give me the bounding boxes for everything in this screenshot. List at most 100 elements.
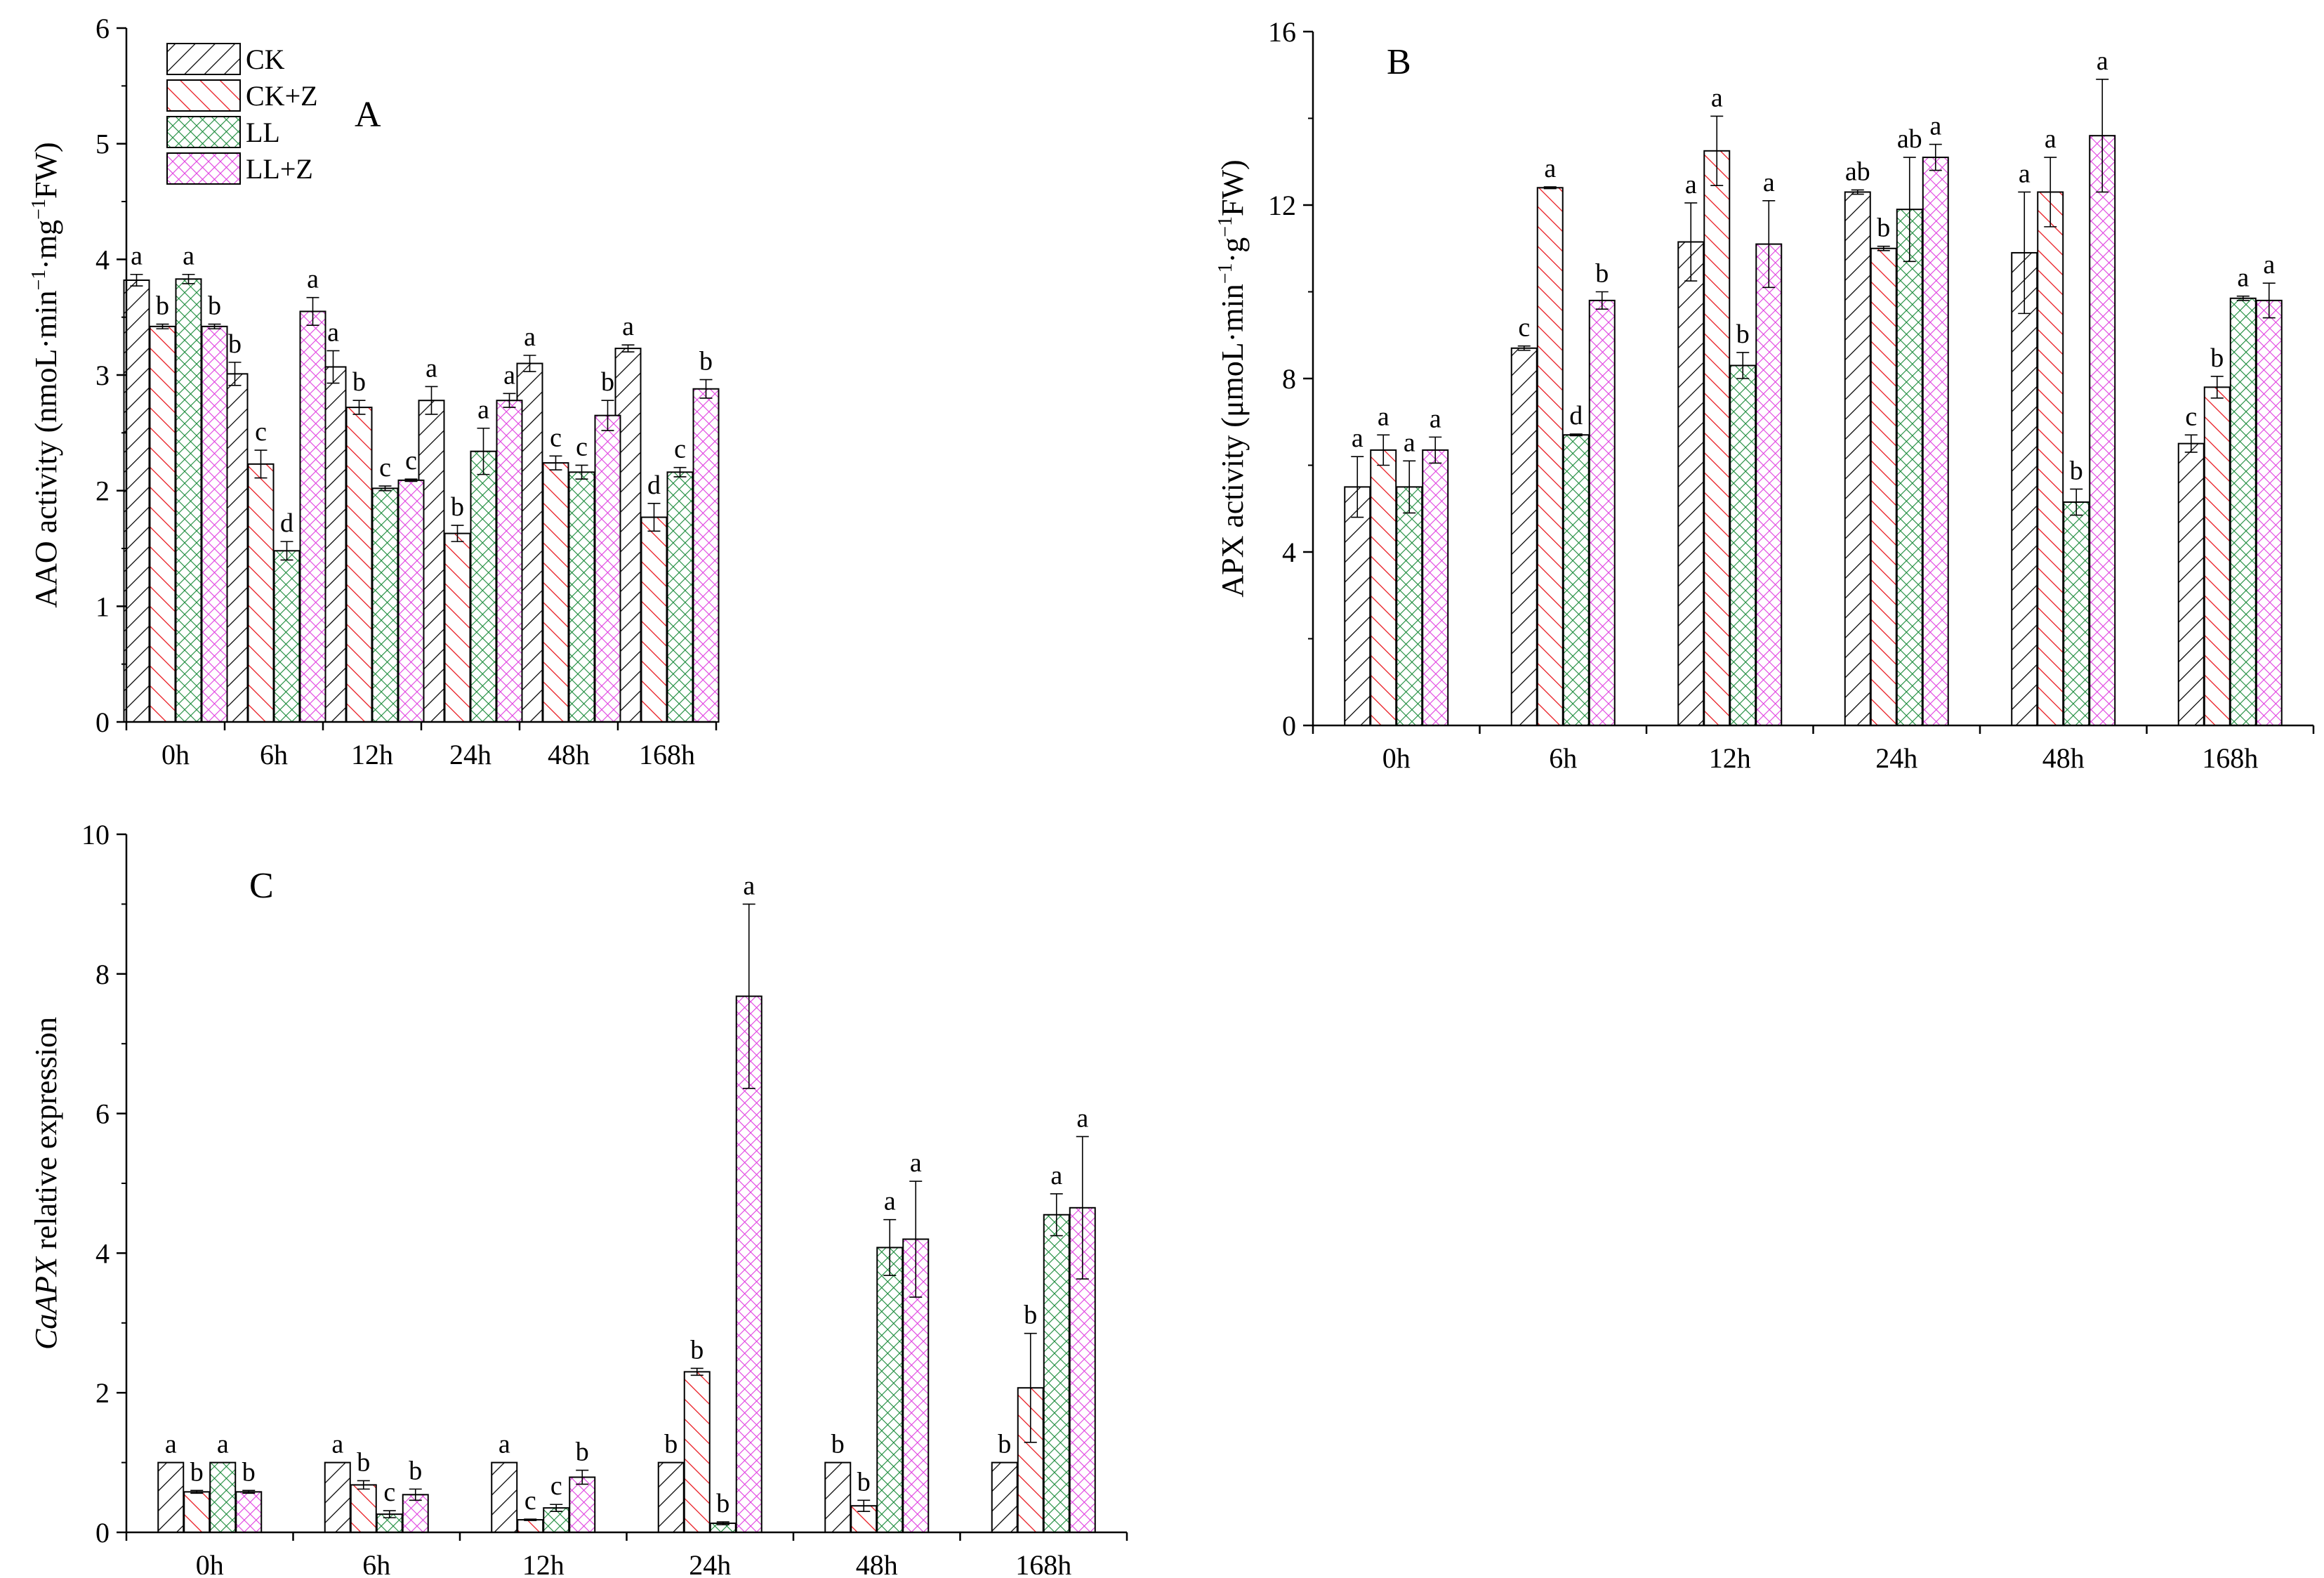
bar-A-LL+Z-12h <box>397 479 425 723</box>
sig-letter-C-LL+Z-0h: b <box>242 1457 256 1487</box>
bar-A-LL-48h <box>568 471 595 723</box>
bar-A-CK+Z-6h <box>247 463 275 723</box>
y-tick-label: 4 <box>95 1237 110 1269</box>
sig-letter-C-LL-6h: c <box>383 1478 395 1507</box>
sig-letter-B-CK+Z-12h: a <box>1711 83 1723 112</box>
x-tick-label-0h: 0h <box>161 739 190 770</box>
bar-B-LL-12h <box>1729 364 1757 726</box>
x-tick-label-24h: 24h <box>689 1549 731 1574</box>
sig-letter-C-CK+Z-168h: b <box>1024 1301 1037 1330</box>
sig-letter-C-LL-168h: a <box>1050 1161 1062 1190</box>
sig-letter-C-CK-12h: a <box>499 1430 510 1459</box>
bar-A-LL+Z-0h <box>201 325 228 723</box>
legend-label-LL+Z: LL+Z <box>246 153 313 185</box>
sig-letter-C-CK+Z-6h: b <box>357 1447 370 1477</box>
bar-B-LL-24h <box>1896 209 1923 726</box>
sig-letter-C-CK+Z-12h: c <box>524 1486 536 1515</box>
y-tick-label: 4 <box>1282 537 1296 568</box>
panel-label-B: B <box>1387 42 1411 82</box>
bar-C-CK-24h <box>657 1461 685 1534</box>
bar-B-CK+Z-6h <box>1536 187 1564 726</box>
sig-letter-B-CK+Z-24h: b <box>1877 213 1890 243</box>
sig-letter-A-LL+Z-0h: b <box>208 291 221 321</box>
sig-letter-A-CK-168h: a <box>622 312 634 341</box>
bar-B-CK-48h <box>2011 251 2038 726</box>
y-tick-label: 1 <box>95 591 110 622</box>
y-tick-label: 5 <box>95 129 110 160</box>
bar-C-CK+Z-6h <box>350 1484 377 1533</box>
sig-letter-A-CK+Z-0h: b <box>156 291 169 321</box>
bar-B-LL+Z-24h <box>1922 157 1949 726</box>
sig-letter-A-CK+Z-48h: c <box>550 423 562 452</box>
bar-C-LL-48h <box>876 1247 904 1533</box>
sig-letter-B-CK+Z-0h: a <box>1378 402 1389 431</box>
bar-B-CK-6h <box>1510 347 1538 726</box>
sig-letter-A-LL-24h: a <box>477 395 489 425</box>
panel-label-C: C <box>249 866 274 906</box>
bar-A-LL-24h <box>470 450 497 723</box>
x-tick-label-12h: 12h <box>1709 742 1751 774</box>
x-tick-label-0h: 0h <box>1382 742 1411 774</box>
bar-B-CK-168h <box>2177 442 2205 726</box>
sig-letter-A-LL+Z-6h: a <box>307 265 319 294</box>
y-tick-label: 0 <box>95 706 110 738</box>
sig-letter-B-CK-24h: ab <box>1845 157 1870 186</box>
sig-letter-B-LL+Z-6h: b <box>1595 259 1609 289</box>
sig-letter-B-LL-168h: a <box>2237 263 2249 293</box>
x-tick-label-6h: 6h <box>260 739 288 770</box>
y-tick-label: 16 <box>1268 16 1296 48</box>
bar-A-CK+Z-0h <box>149 325 176 723</box>
x-tick-label-6h: 6h <box>362 1549 390 1574</box>
x-tick-label-6h: 6h <box>1549 742 1577 774</box>
sig-letter-C-LL-0h: a <box>217 1430 229 1459</box>
x-tick-label-48h: 48h <box>856 1549 898 1574</box>
bar-B-CK+Z-48h <box>2037 191 2064 727</box>
bar-C-CK-12h <box>491 1461 518 1534</box>
y-tick-label: 6 <box>95 1098 110 1130</box>
sig-letter-A-LL-12h: c <box>379 453 391 482</box>
panel-label-A: A <box>355 95 381 135</box>
bar-B-LL+Z-12h <box>1755 243 1783 726</box>
sig-letter-A-CK-12h: a <box>327 317 339 347</box>
sig-letter-B-LL-24h: ab <box>1897 124 1922 154</box>
sig-letter-A-CK+Z-24h: b <box>451 492 464 522</box>
bar-B-LL-48h <box>2063 501 2090 726</box>
bar-C-CK-6h <box>324 1461 351 1534</box>
bar-C-CK+Z-12h <box>517 1519 544 1533</box>
sig-letter-A-LL+Z-168h: b <box>699 347 713 376</box>
sig-letter-A-CK-6h: b <box>228 329 242 359</box>
bar-C-LL-0h <box>209 1461 237 1534</box>
sig-letter-C-LL+Z-12h: b <box>576 1438 589 1467</box>
bar-A-CK+Z-168h <box>640 516 668 723</box>
sig-letter-B-LL+Z-12h: a <box>1763 168 1775 197</box>
y-axis-label-B: APX activity (μmoL·min−1·g−1FW) <box>1215 159 1250 597</box>
x-tick-label-48h: 48h <box>548 739 590 770</box>
x-tick-label-24h: 24h <box>1875 742 1917 774</box>
bar-C-CK+Z-24h <box>683 1371 711 1533</box>
sig-letter-B-LL+Z-0h: a <box>1430 404 1441 433</box>
bar-B-LL+Z-6h <box>1588 299 1616 727</box>
sig-letter-A-CK-0h: a <box>131 242 143 271</box>
legend-swatch-CK <box>166 43 241 75</box>
x-tick-label-12h: 12h <box>522 1549 565 1574</box>
sig-letter-C-LL+Z-48h: a <box>910 1148 922 1178</box>
sig-letter-B-LL-6h: d <box>1569 401 1583 430</box>
sig-letter-B-LL+Z-24h: a <box>1929 112 1941 141</box>
x-tick-label-168h: 168h <box>2202 742 2258 774</box>
bar-A-LL-168h <box>666 471 694 723</box>
sig-letter-C-LL+Z-6h: b <box>409 1456 422 1485</box>
y-tick-label: 8 <box>95 959 110 990</box>
bar-A-LL+Z-168h <box>692 388 720 723</box>
bar-A-LL+Z-24h <box>496 400 523 723</box>
sig-letter-A-CK+Z-12h: b <box>352 367 366 397</box>
bar-B-LL+Z-168h <box>2255 299 2283 727</box>
bar-B-CK-0h <box>1344 486 1371 726</box>
sig-letter-C-CK+Z-0h: b <box>190 1457 204 1487</box>
sig-letter-C-LL-48h: a <box>884 1187 896 1216</box>
x-tick-label-24h: 24h <box>449 739 491 770</box>
sig-letter-A-CK-48h: a <box>524 322 536 352</box>
